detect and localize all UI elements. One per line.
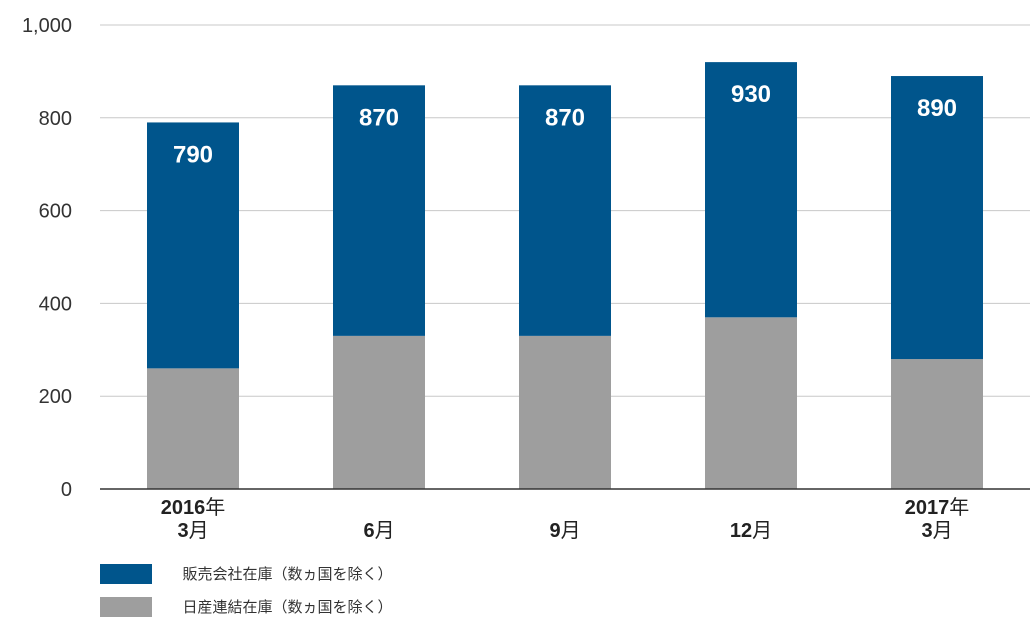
y-tick-label: 1,000 xyxy=(22,15,72,37)
stacked-bar-chart: 0 200 400 600 800 1,000 790 870 870 930 890 2016年… xyxy=(22,15,1030,542)
bars: 790 870 870 930 890 xyxy=(147,62,983,489)
legend-label: 販売会社在庫（数ヵ国を除く） xyxy=(182,565,393,583)
x-tick-month-label: 3月 xyxy=(921,520,952,542)
bar-sales-company-inventory xyxy=(147,122,239,369)
bar-total-label: 870 xyxy=(545,104,585,131)
y-tick-label: 600 xyxy=(39,201,72,223)
y-tick-label: 0 xyxy=(61,479,72,501)
legend-swatch-blue xyxy=(100,563,152,584)
bar-nissan-consolidated-inventory xyxy=(147,368,239,489)
bar-nissan-consolidated-inventory xyxy=(891,359,983,489)
y-tick-label: 200 xyxy=(39,386,72,408)
bar-total-label: 930 xyxy=(731,81,771,108)
y-tick-label: 800 xyxy=(39,108,72,130)
bar-nissan-consolidated-inventory xyxy=(519,335,611,489)
legend-item-sales-company-inventory: 販売会社在庫（数ヵ国を除く） xyxy=(100,563,392,584)
x-tick-year-label: 2016年 xyxy=(161,496,226,519)
bar-total-label: 790 xyxy=(173,141,213,168)
bar-nissan-consolidated-inventory xyxy=(333,335,425,489)
bar-sales-company-inventory xyxy=(519,85,611,336)
bar-sales-company-inventory xyxy=(333,85,425,336)
x-tick-month-label: 12月 xyxy=(730,520,772,542)
x-tick-month-label: 3月 xyxy=(177,520,208,542)
x-tick-month-label: 9月 xyxy=(549,520,580,542)
bar-nissan-consolidated-inventory xyxy=(705,317,797,489)
bar-sales-company-inventory xyxy=(891,76,983,360)
y-tick-label: 400 xyxy=(39,293,72,315)
legend-item-nissan-consolidated-inventory: 日産連結在庫（数ヵ国を除く） xyxy=(100,596,392,617)
legend-label: 日産連結在庫（数ヵ国を除く） xyxy=(182,598,393,616)
legend-swatch-gray xyxy=(100,596,152,617)
bar-total-label: 890 xyxy=(917,95,957,122)
x-tick-year-label: 2017年 xyxy=(905,496,970,519)
x-tick-month-label: 6月 xyxy=(363,520,394,542)
y-axis: 0 200 400 600 800 1,000 xyxy=(22,15,72,501)
bar-sales-company-inventory xyxy=(705,62,797,318)
bar-total-label: 870 xyxy=(359,104,399,131)
